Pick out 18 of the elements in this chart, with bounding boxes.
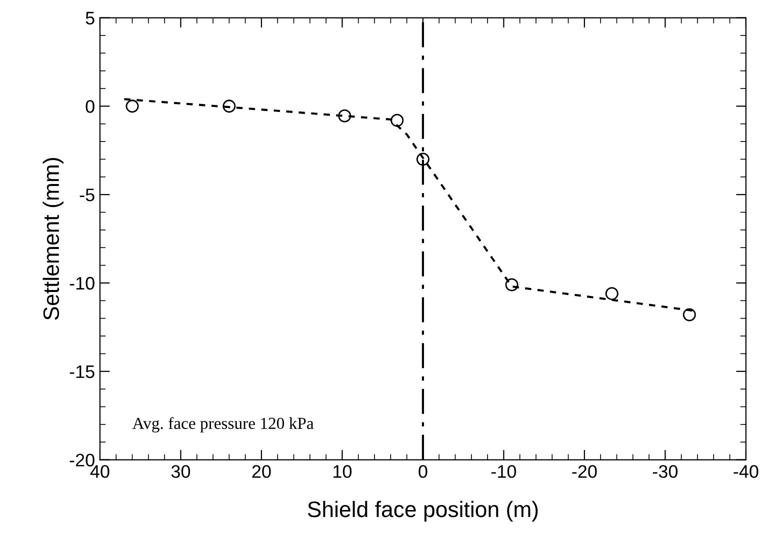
y-tick-label: -5 — [80, 188, 94, 202]
x-tick-label: 30 — [171, 465, 190, 478]
x-tick-label: -40 — [734, 465, 758, 478]
annotation: Avg. face pressure 120 kPa — [132, 417, 314, 432]
x-tick-label: 40 — [90, 465, 110, 478]
x-tick-label: -20 — [572, 465, 597, 478]
y-tick-label: -10 — [70, 276, 94, 290]
x-tick-label: 0 — [418, 465, 428, 478]
x-axis-title: Shield face position (m) — [308, 500, 538, 522]
y-tick-label: -20 — [70, 454, 94, 466]
x-tick-label: -30 — [652, 465, 678, 478]
x-tick-label: 20 — [252, 465, 271, 478]
x-tick-label: -10 — [491, 465, 516, 478]
y-tick-label: -15 — [70, 365, 94, 378]
x-tick-label: 10 — [334, 465, 352, 478]
y-axis-title: Settlement (mm) — [42, 158, 64, 320]
y-tick-label: 5 — [86, 12, 94, 25]
y-tick-label: 0 — [86, 100, 94, 113]
